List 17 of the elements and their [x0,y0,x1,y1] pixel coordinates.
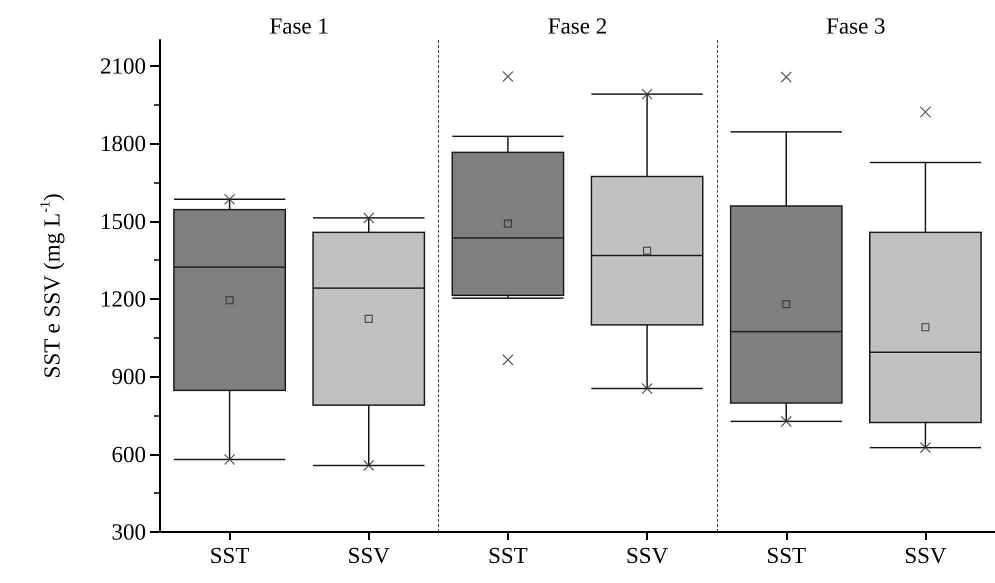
y-axis-title: SST e SSV (mg L-1) [38,193,64,378]
x-tick-label: SSV [904,543,947,568]
x-tick-label: SSV [626,543,669,568]
y-tick-label: 2100 [100,53,146,78]
x-tick-label: SST [766,543,806,568]
text: Fase 3 [826,14,886,38]
x-tick-label: SSV [348,543,390,568]
x-tick-label: SST [210,543,250,568]
y-tick-label: 1500 [100,208,146,234]
y-tick-label: 1200 [100,286,146,312]
y-tick-label: 1800 [100,131,146,156]
text: Fase 1 [269,14,329,38]
text: Fase 2 [548,14,608,38]
y-tick-label: 300 [112,520,146,544]
x-tick-label: SST [488,543,528,568]
y-tick-label: 900 [112,364,146,390]
y-tick-label: 600 [112,442,146,467]
